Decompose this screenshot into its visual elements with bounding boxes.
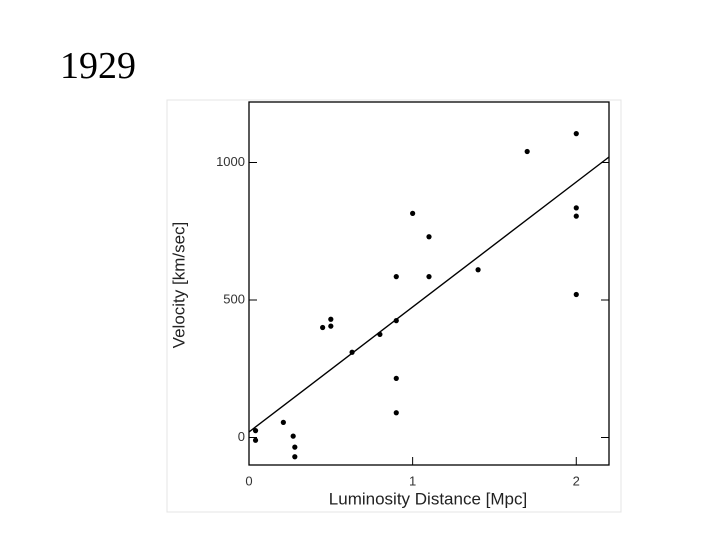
y-axis-label: Velocity [km/sec] xyxy=(169,222,188,349)
data-point xyxy=(292,444,298,450)
data-point xyxy=(426,274,432,280)
y-tick-label: 500 xyxy=(223,291,245,306)
data-point xyxy=(410,210,416,216)
data-point xyxy=(320,324,326,331)
x-tick-label: 1 xyxy=(409,473,416,488)
data-point xyxy=(524,148,530,155)
data-point xyxy=(573,291,579,298)
data-point xyxy=(573,213,579,219)
slide-title: 1929 xyxy=(60,45,136,87)
y-tick-label: 0 xyxy=(238,429,245,444)
data-point xyxy=(475,267,481,273)
data-point xyxy=(393,410,399,416)
data-point xyxy=(573,131,579,137)
data-point xyxy=(393,375,399,381)
x-tick-label: 2 xyxy=(573,473,580,488)
x-tick-label: 0 xyxy=(245,473,252,488)
x-axis-label: Luminosity Distance [Mpc] xyxy=(329,489,527,508)
data-point xyxy=(292,454,298,460)
fit-line xyxy=(248,156,610,433)
data-point xyxy=(290,433,296,439)
data-point xyxy=(426,234,432,240)
y-tick-label: 1000 xyxy=(216,154,245,169)
data-point xyxy=(393,274,399,280)
data-point xyxy=(328,323,334,329)
data-point xyxy=(328,316,334,322)
data-point xyxy=(573,205,579,211)
chart-panel xyxy=(166,99,622,513)
plot-frame xyxy=(248,101,610,466)
data-point xyxy=(252,437,259,443)
data-point xyxy=(252,428,259,434)
data-point xyxy=(280,419,286,425)
